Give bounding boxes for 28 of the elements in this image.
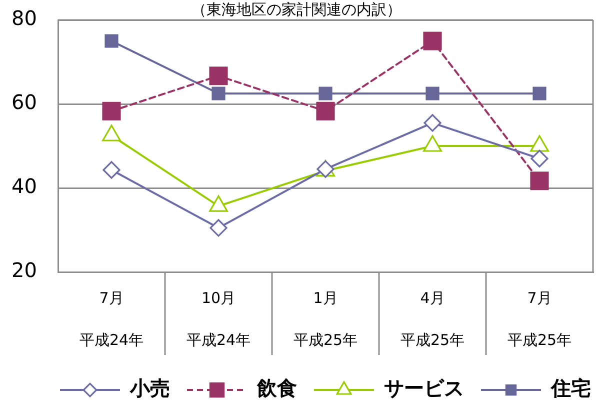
point: [102, 102, 121, 120]
legend-label: 小売: [129, 376, 170, 400]
point: [102, 161, 120, 179]
point: [426, 86, 440, 100]
point: [424, 114, 442, 132]
y-tick-label: 20: [12, 258, 37, 282]
y-tick-label: 80: [12, 6, 37, 30]
y-tick-label: 40: [12, 174, 37, 198]
legend-label: 住宅: [550, 376, 591, 400]
point: [210, 219, 228, 237]
category-label: 1月平成25年: [293, 288, 358, 349]
category-label: 4月平成25年: [400, 288, 465, 349]
point: [209, 66, 228, 86]
point: [316, 102, 335, 120]
point: [212, 86, 226, 100]
category-label: 7月平成24年: [79, 288, 144, 349]
category-label: 7月平成25年: [507, 288, 572, 349]
point: [532, 86, 546, 100]
point: [423, 32, 442, 50]
point: [318, 86, 332, 100]
point: [530, 150, 548, 168]
point: [104, 34, 118, 48]
y-tick-label: 60: [12, 90, 37, 114]
category-label: 10月平成24年: [186, 288, 251, 349]
point: [530, 172, 549, 190]
legend-label: サービス: [384, 376, 464, 400]
chart-title: （東海地区の家計関連の内訳）: [192, 0, 402, 18]
legend-label: 飲食: [256, 376, 297, 400]
